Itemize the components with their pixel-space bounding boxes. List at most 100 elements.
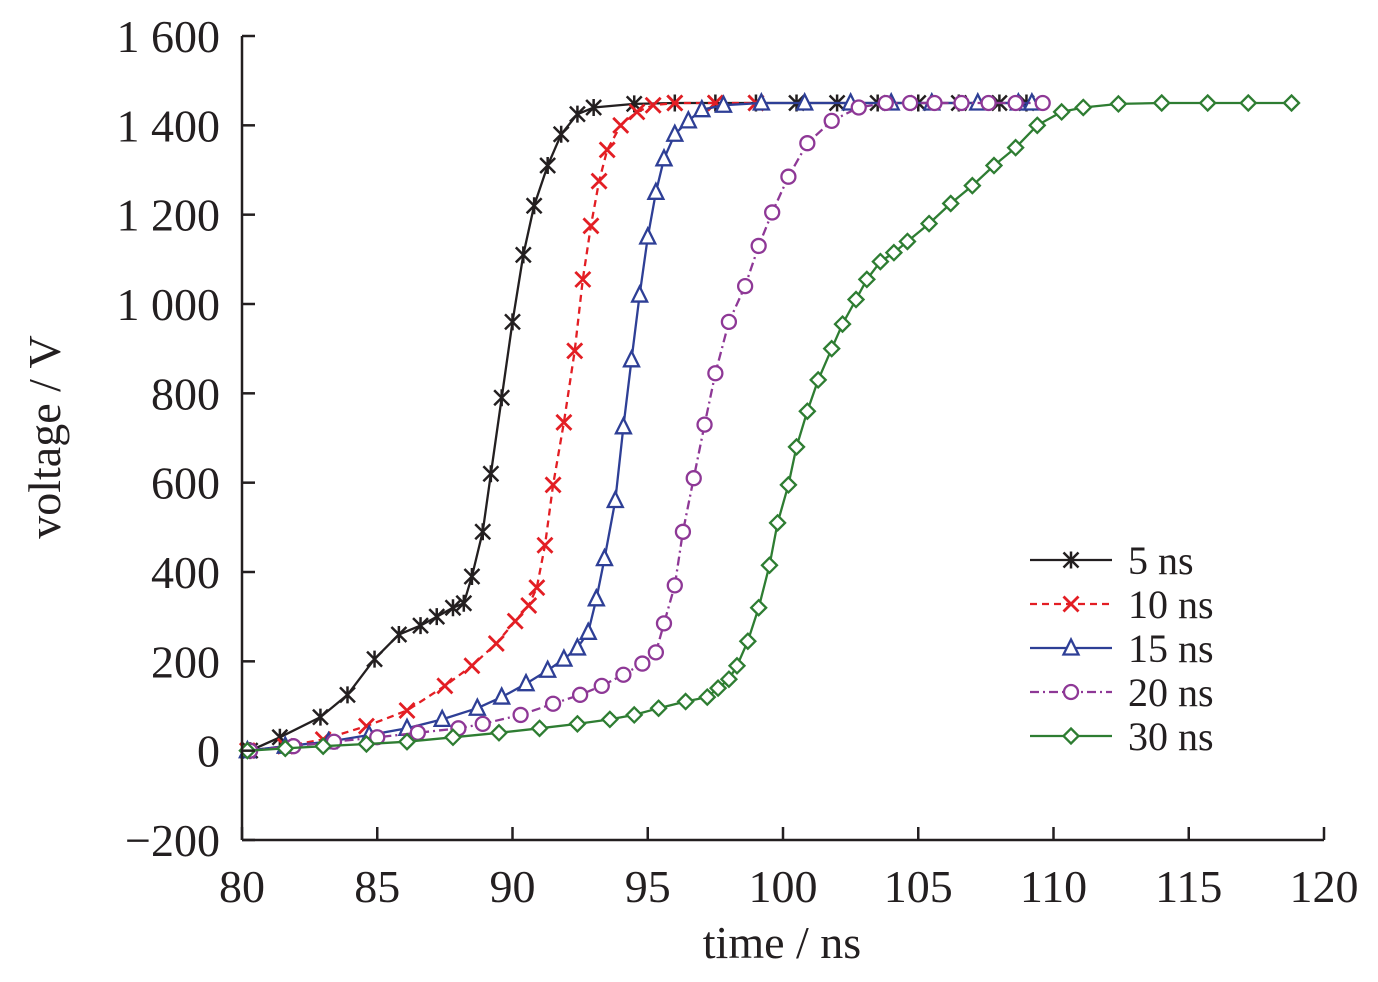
- legend-entry: 10 ns: [1030, 582, 1214, 627]
- axes: −200 0 200 400 600 800 1 000 1 200 1 400 1 600 80…: [117, 11, 1359, 912]
- data-point: [568, 636, 587, 656]
- legend-marker: [1062, 595, 1080, 613]
- x-tick-label: 105: [884, 861, 953, 912]
- legend-label: 15 ns: [1128, 626, 1214, 671]
- data-point: [614, 415, 633, 435]
- y-tick-label: 1 400: [117, 100, 221, 151]
- data-point: [590, 172, 608, 190]
- data-point: [444, 599, 462, 617]
- data-point: [357, 734, 376, 754]
- data-point: [779, 475, 798, 495]
- y-ticks: −200 0 200 400 600 800 1 000 1 200 1 400 1 600: [117, 11, 255, 866]
- data-point: [634, 655, 651, 672]
- data-point: [666, 577, 683, 594]
- data-point: [1239, 93, 1258, 113]
- data-point: [514, 246, 532, 264]
- data-point: [1282, 93, 1301, 113]
- data-point: [901, 94, 919, 112]
- data-point: [750, 237, 767, 255]
- data-point: [555, 413, 573, 431]
- data-point: [1007, 94, 1024, 112]
- data-point: [544, 695, 562, 712]
- data-point: [714, 94, 733, 113]
- data-point: [1052, 102, 1071, 122]
- legend-entry: 5 ns: [1030, 538, 1194, 583]
- x-tick-label: 115: [1155, 861, 1222, 912]
- data-point: [720, 313, 738, 331]
- data-point: [409, 724, 426, 741]
- data-point: [600, 710, 620, 729]
- data-point: [474, 523, 492, 541]
- data-point: [552, 125, 570, 143]
- series-1: [238, 94, 765, 760]
- data-point: [622, 348, 641, 368]
- legend-marker: [1061, 636, 1081, 656]
- data-point: [582, 217, 600, 235]
- data-point: [585, 98, 603, 116]
- legend-entry: 20 ns: [1030, 670, 1214, 715]
- data-point: [630, 283, 649, 303]
- data-point: [463, 567, 481, 585]
- x-tick-label: 110: [1020, 861, 1087, 912]
- data-point: [647, 644, 665, 661]
- data-point: [1028, 116, 1047, 135]
- series-3: [241, 94, 1051, 759]
- data-point: [707, 365, 724, 382]
- data-point: [397, 732, 417, 751]
- data-point: [506, 612, 524, 630]
- x-tick-label: 100: [749, 861, 818, 912]
- data-point: [539, 157, 557, 175]
- data-point: [463, 657, 481, 675]
- data-point: [646, 181, 666, 200]
- data-point: [644, 96, 662, 114]
- data-point: [574, 270, 592, 288]
- data-point: [764, 204, 781, 221]
- data-point: [436, 677, 454, 695]
- data-point: [696, 416, 713, 433]
- data-point: [530, 719, 549, 738]
- data-point: [884, 243, 904, 262]
- x-tick-label: 85: [354, 861, 400, 912]
- data-point: [1198, 93, 1217, 113]
- data-point: [871, 252, 890, 271]
- data-point: [749, 598, 768, 617]
- data-point: [768, 513, 787, 532]
- data-point: [846, 290, 866, 309]
- legend-label: 5 ns: [1128, 538, 1194, 583]
- data-point: [685, 470, 702, 487]
- data-point: [984, 156, 1004, 175]
- data-point: [339, 686, 356, 704]
- data-point: [520, 597, 538, 614]
- data-point: [850, 99, 867, 116]
- data-point: [467, 697, 487, 716]
- legend-entry: 15 ns: [1030, 626, 1214, 671]
- data-point: [487, 634, 505, 652]
- data-point: [1006, 138, 1025, 157]
- data-point: [727, 656, 747, 675]
- data-point: [536, 536, 554, 554]
- data-point: [809, 370, 828, 390]
- data-point: [314, 737, 333, 756]
- data-point: [554, 648, 574, 667]
- legend-marker: [1062, 683, 1080, 701]
- data-point: [528, 579, 546, 597]
- legend-entry: 30 ns: [1030, 714, 1214, 759]
- data-point: [390, 626, 408, 644]
- series-line: [247, 101, 1032, 752]
- data-point: [857, 270, 876, 289]
- data-point: [625, 705, 644, 725]
- data-point: [566, 342, 584, 360]
- data-point: [919, 214, 939, 233]
- data-point: [366, 650, 383, 668]
- legend-label: 30 ns: [1128, 714, 1214, 759]
- legend-marker: [1062, 551, 1080, 569]
- data-point: [474, 715, 491, 733]
- data-point: [432, 708, 452, 728]
- data-point: [898, 232, 917, 251]
- series-line: [249, 101, 1027, 752]
- x-axis-title: time / ns: [703, 917, 861, 968]
- data-point: [665, 123, 685, 142]
- x-ticks: 80 85 90 95 100 105 110 115 120: [219, 827, 1359, 912]
- legend-label: 20 ns: [1128, 670, 1214, 715]
